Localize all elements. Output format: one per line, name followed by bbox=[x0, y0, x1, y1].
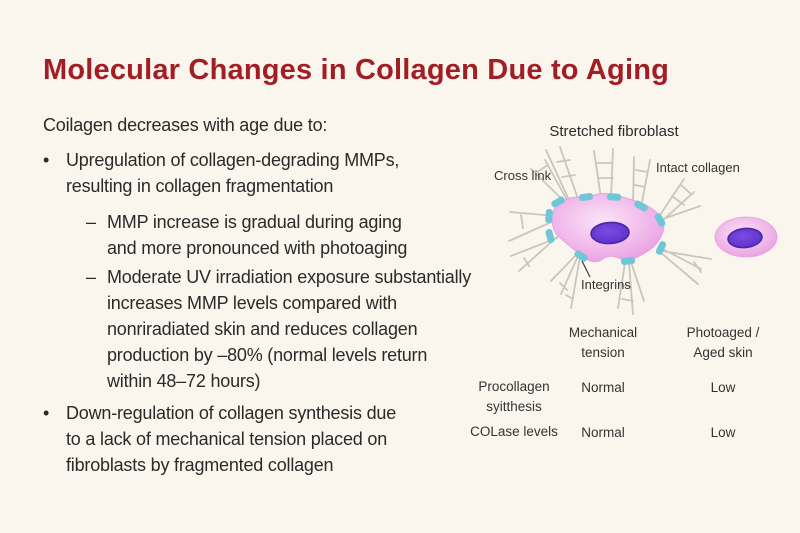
cell-value: Low bbox=[710, 425, 736, 440]
integrin bbox=[545, 208, 553, 224]
integrins-pointer-line bbox=[581, 260, 591, 278]
row-label-colase-levels: COLase levels bbox=[470, 424, 558, 439]
integrin bbox=[545, 229, 555, 243]
fibroblast-diagram bbox=[508, 146, 778, 315]
dash-marker: – bbox=[86, 212, 97, 232]
integrin bbox=[655, 241, 667, 255]
sub-bullet-2: – Moderate UV irradiation exposure subst… bbox=[86, 264, 526, 394]
sub-bullet-1-text: MMP increase is gradual during aging and… bbox=[107, 212, 408, 258]
sub-bullet-2-text: Moderate UV irradiation exposure substan… bbox=[107, 267, 471, 391]
label-intact-collagen: Intact collagen bbox=[656, 160, 740, 175]
integrin bbox=[620, 257, 636, 265]
integrin bbox=[654, 213, 666, 227]
bullet-item-1: • Upregulation of collagen-degrading MMP… bbox=[43, 147, 503, 199]
col-header-photoaged-aged-skin: Photoaged / Aged skin bbox=[686, 325, 760, 360]
integrin bbox=[634, 200, 648, 212]
col-header-mechanical-tension: Mechanical tension bbox=[568, 325, 638, 360]
bullet-1-text: Upregulation of collagen-degrading MMPs,… bbox=[66, 150, 400, 196]
bullet-marker: • bbox=[43, 150, 50, 170]
bullet-item-2: • Down-regulation of collagen synthesis … bbox=[43, 400, 503, 478]
cell-value: Low bbox=[710, 380, 736, 395]
fibroblast-nucleus bbox=[590, 221, 630, 245]
sub-bullet-1: – MMP increase is gradual during aging a… bbox=[86, 209, 516, 261]
cell-value: Normal bbox=[581, 380, 625, 395]
label-integrins: Integrins bbox=[581, 277, 631, 292]
dash-marker: – bbox=[86, 267, 97, 287]
integrin bbox=[574, 250, 588, 262]
cell-value: Normal bbox=[581, 425, 625, 440]
page-title: Molecular Changes in Collagen Due to Agi… bbox=[43, 54, 670, 86]
row-label-procollagen-synthesis: Procollagen syitthesis bbox=[478, 379, 550, 414]
integrin bbox=[578, 192, 594, 202]
bullet-2-text: Down-regulation of collagen synthesis du… bbox=[66, 403, 397, 475]
bullet-marker: • bbox=[43, 403, 50, 423]
integrin bbox=[606, 193, 622, 201]
diagram-title: Stretched fibroblast bbox=[549, 123, 679, 140]
integrin-markers bbox=[545, 192, 667, 265]
label-cross-link: Cross link bbox=[494, 168, 552, 183]
integrin bbox=[551, 196, 565, 208]
intro-text: Coilagen decreases with age due to: bbox=[43, 115, 328, 135]
aged-fibroblast-nucleus bbox=[727, 227, 763, 249]
